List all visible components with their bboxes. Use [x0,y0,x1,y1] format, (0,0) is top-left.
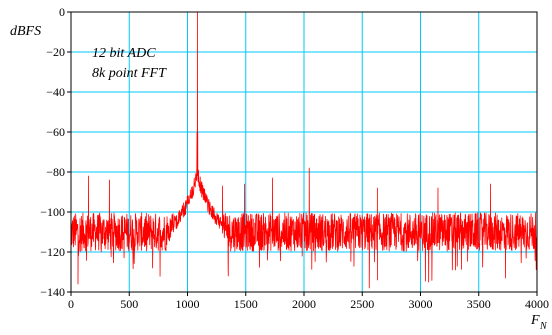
y-tick-label: −120 [40,245,65,259]
annotation-line-2: 8k point FFT [92,66,167,81]
x-tick-label: 4000 [525,297,549,311]
x-axis-label: F [530,313,540,328]
x-tick-label: 0 [68,297,74,311]
grid-lines [71,12,537,292]
y-tick-label: −60 [46,125,65,139]
x-tick-label: 500 [120,297,138,311]
annotation-line-1: 12 bit ADC [92,46,156,61]
y-tick-label: −100 [40,205,65,219]
y-tick-label: −40 [46,85,65,99]
x-tick-label: 3000 [409,297,433,311]
y-tick-label: 0 [59,5,65,19]
y-tick-label: −140 [40,285,65,299]
x-tick-label: 2500 [350,297,374,311]
x-axis-label-subscript: N [539,321,548,332]
x-tick-label: 1000 [176,297,200,311]
y-tick-label: −80 [46,165,65,179]
x-tick-label: 1500 [234,297,258,311]
tick-labels: 0 500 1000 1500 2000 2500 3000 3500 4000 0 −20 −40 −… [40,5,549,311]
spectrum-series [70,11,538,289]
y-tick-label: −20 [46,45,65,59]
x-tick-label: 3500 [467,297,491,311]
x-tick-label: 2000 [292,297,316,311]
spectrum-line [70,11,538,289]
y-axis-label: dBFS [10,24,41,39]
